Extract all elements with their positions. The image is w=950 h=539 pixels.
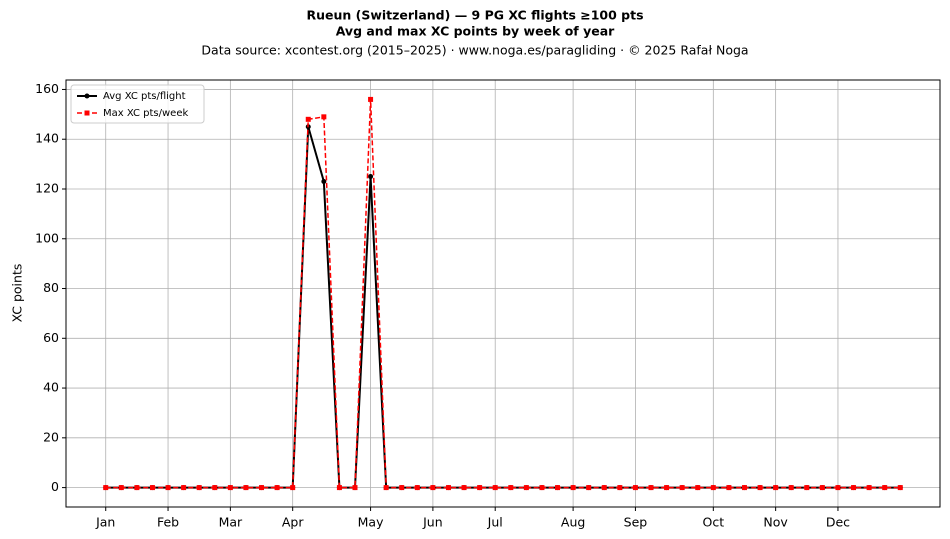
y-tick-label: 100 xyxy=(35,230,59,245)
marker xyxy=(321,179,327,185)
marker xyxy=(679,485,685,491)
marker xyxy=(477,485,483,491)
marker xyxy=(196,485,202,491)
marker xyxy=(523,485,529,491)
marker xyxy=(134,485,140,491)
marker xyxy=(445,485,451,491)
marker xyxy=(835,485,841,491)
marker xyxy=(118,485,124,491)
series-line xyxy=(105,126,901,489)
marker xyxy=(741,485,747,491)
marker xyxy=(601,485,607,491)
x-tick-label: Jan xyxy=(95,515,115,530)
marker xyxy=(866,485,872,491)
x-tick-label: Nov xyxy=(763,515,788,530)
marker xyxy=(710,485,716,491)
marker xyxy=(103,485,109,491)
series-line xyxy=(105,99,901,489)
marker xyxy=(586,485,592,491)
marker xyxy=(804,485,810,491)
x-tick-label: Apr xyxy=(282,515,304,530)
marker xyxy=(788,485,794,491)
x-tick-label: Feb xyxy=(157,515,179,530)
x-tick-label: Mar xyxy=(219,515,243,530)
source-note: Data source: xcontest.org (2015–2025) · … xyxy=(201,43,748,58)
y-axis-label: XC points xyxy=(10,264,25,323)
marker xyxy=(368,96,374,102)
marker xyxy=(84,93,90,99)
chart-subtitle: Avg and max XC points by week of year xyxy=(336,24,615,39)
marker xyxy=(383,485,389,491)
legend-label: Avg XC pts/flight xyxy=(103,91,186,102)
x-tick-label: Jul xyxy=(487,515,503,530)
marker xyxy=(165,485,171,491)
y-tick-label: 0 xyxy=(51,479,59,494)
marker xyxy=(399,485,405,491)
marker xyxy=(305,116,311,122)
y-tick-label: 40 xyxy=(43,380,59,395)
y-tick-label: 60 xyxy=(43,330,59,345)
y-tick-label: 140 xyxy=(35,131,59,146)
y-tick-label: 160 xyxy=(35,81,59,96)
marker xyxy=(555,485,561,491)
marker xyxy=(539,485,545,491)
x-tick-label: Oct xyxy=(703,515,725,530)
marker xyxy=(632,485,638,491)
marker xyxy=(84,110,90,116)
marker xyxy=(773,485,779,491)
y-tick-label: 20 xyxy=(43,429,59,444)
marker xyxy=(664,485,670,491)
marker xyxy=(430,485,436,491)
marker xyxy=(321,114,327,120)
x-tick-label: Aug xyxy=(561,515,585,530)
marker xyxy=(274,485,280,491)
x-tick-label: May xyxy=(358,515,384,530)
marker xyxy=(149,485,155,491)
marker xyxy=(617,485,623,491)
plot-frame xyxy=(65,79,941,508)
marker xyxy=(243,485,249,491)
marker xyxy=(492,485,498,491)
marker xyxy=(290,485,296,491)
marker xyxy=(851,485,857,491)
marker xyxy=(819,485,825,491)
y-tick-label: 80 xyxy=(43,280,59,295)
marker xyxy=(336,485,342,491)
marker xyxy=(368,174,374,180)
marker xyxy=(212,485,218,491)
marker xyxy=(259,485,265,491)
marker xyxy=(414,485,420,491)
x-tick-label: Jun xyxy=(422,515,443,530)
legend-box xyxy=(70,84,205,124)
marker xyxy=(352,485,358,491)
x-tick-label: Dec xyxy=(826,515,850,530)
marker xyxy=(570,485,576,491)
chart-title: Rueun (Switzerland) — 9 PG XC flights ≥1… xyxy=(306,8,643,23)
marker xyxy=(726,485,732,491)
marker xyxy=(897,485,903,491)
marker xyxy=(181,485,187,491)
marker xyxy=(882,485,888,491)
marker xyxy=(695,485,701,491)
legend-label: Max XC pts/week xyxy=(103,108,188,119)
y-tick-label: 120 xyxy=(35,180,59,195)
marker xyxy=(757,485,763,491)
x-tick-label: Sep xyxy=(624,515,648,530)
marker xyxy=(508,485,514,491)
marker xyxy=(461,485,467,491)
marker xyxy=(648,485,654,491)
marker xyxy=(227,485,233,491)
